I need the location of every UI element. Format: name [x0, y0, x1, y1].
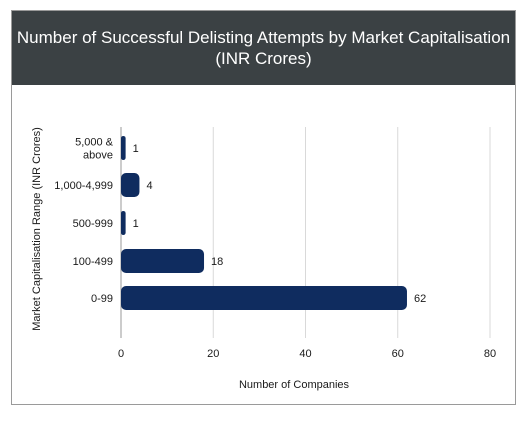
x-axis-title: Number of Companies: [239, 379, 350, 391]
category-label: 0-99: [91, 293, 113, 305]
chart-header: Number of Successful Delisting Attempts …: [12, 11, 515, 85]
x-tick-label: 60: [392, 348, 404, 360]
x-tick-label: 40: [299, 348, 311, 360]
bar: [121, 136, 126, 160]
x-tick-label: 0: [118, 348, 124, 360]
bar: [121, 286, 407, 310]
bar: [121, 173, 140, 197]
value-label: 62: [414, 293, 426, 305]
bar: [121, 211, 126, 235]
category-label: 5,000 & above: [75, 137, 114, 162]
chart-subtitle: (INR Crores): [215, 49, 312, 68]
y-axis-title: Market Capitalisation Range (INR Crores): [31, 127, 43, 331]
x-tick-label: 20: [207, 348, 219, 360]
category-label: 500-999: [73, 218, 113, 230]
chart-card: Number of Successful Delisting Attempts …: [11, 10, 516, 405]
labels: 0 20 40 60 80 1 5,000 & above 4 1,000-4,999 1 500-9…: [54, 137, 496, 361]
chart-title: Number of Successful Delisting Attempts …: [16, 28, 511, 47]
bar: [121, 249, 205, 273]
value-label: 18: [211, 256, 223, 268]
value-label: 1: [133, 143, 139, 155]
x-tick-label: 80: [484, 348, 496, 360]
category-label: 100-499: [73, 256, 113, 268]
bars: [121, 136, 407, 310]
value-label: 1: [133, 218, 139, 230]
category-label: 1,000-4,999: [54, 180, 113, 192]
value-label: 4: [146, 180, 152, 192]
